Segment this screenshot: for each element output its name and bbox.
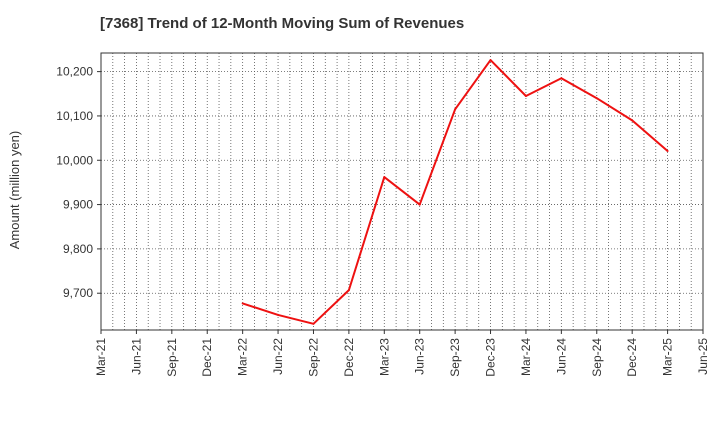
data-point: [631, 119, 634, 122]
data-point: [489, 59, 492, 62]
y-tick-label: 10,000: [56, 153, 93, 167]
x-axis-ticks: Mar-21 Jun-21 Sep-21 Dec-21 Mar-22 Jun-22 Sep-…: [94, 330, 710, 377]
x-tick-label: Jun-22: [271, 338, 285, 375]
plot-frame: [100, 52, 704, 331]
x-tick-label: Dec-23: [484, 338, 498, 377]
data-point: [666, 149, 669, 152]
y-axis-ticks: 9,700 9,800 9,900 10,000 10,100 10,200: [56, 65, 101, 300]
x-tick-label: Sep-23: [448, 338, 462, 377]
data-point: [560, 77, 563, 80]
x-tick-label: Sep-24: [590, 338, 604, 377]
x-tick-label: Dec-24: [625, 338, 639, 377]
x-tick-label: Sep-22: [306, 338, 320, 377]
x-tick-label: Jun-21: [129, 338, 143, 375]
chart-title: [7368] Trend of 12-Month Moving Sum of R…: [100, 15, 465, 32]
x-tick-label: Mar-21: [94, 338, 108, 376]
grid-lines: [101, 53, 703, 330]
data-point: [277, 313, 280, 316]
data-point: [347, 289, 350, 292]
y-axis-label: Amount (million yen): [7, 131, 22, 250]
data-point: [383, 176, 386, 179]
y-tick-label: 9,800: [63, 242, 93, 256]
y-tick-label: 10,200: [56, 65, 93, 79]
x-tick-label: Mar-22: [236, 338, 250, 376]
x-tick-label: Sep-21: [165, 338, 179, 377]
x-tick-label: Jun-25: [696, 338, 710, 375]
data-point: [595, 97, 598, 100]
y-tick-label: 9,900: [63, 198, 93, 212]
x-tick-label: Mar-24: [519, 338, 533, 376]
series-layer: [241, 59, 669, 325]
y-tick-label: 10,100: [56, 109, 93, 123]
data-point: [524, 94, 527, 97]
data-point: [241, 302, 244, 305]
x-tick-label: Dec-21: [200, 338, 214, 377]
x-tick-label: Mar-23: [377, 338, 391, 376]
x-tick-label: Dec-22: [342, 338, 356, 377]
data-point: [454, 108, 457, 111]
x-tick-label: Jun-23: [413, 338, 427, 375]
data-point: [418, 203, 421, 206]
data-point: [312, 322, 315, 325]
x-tick-label: Jun-24: [554, 338, 568, 375]
y-tick-label: 9,700: [63, 286, 93, 300]
x-tick-label: Mar-25: [661, 338, 675, 376]
